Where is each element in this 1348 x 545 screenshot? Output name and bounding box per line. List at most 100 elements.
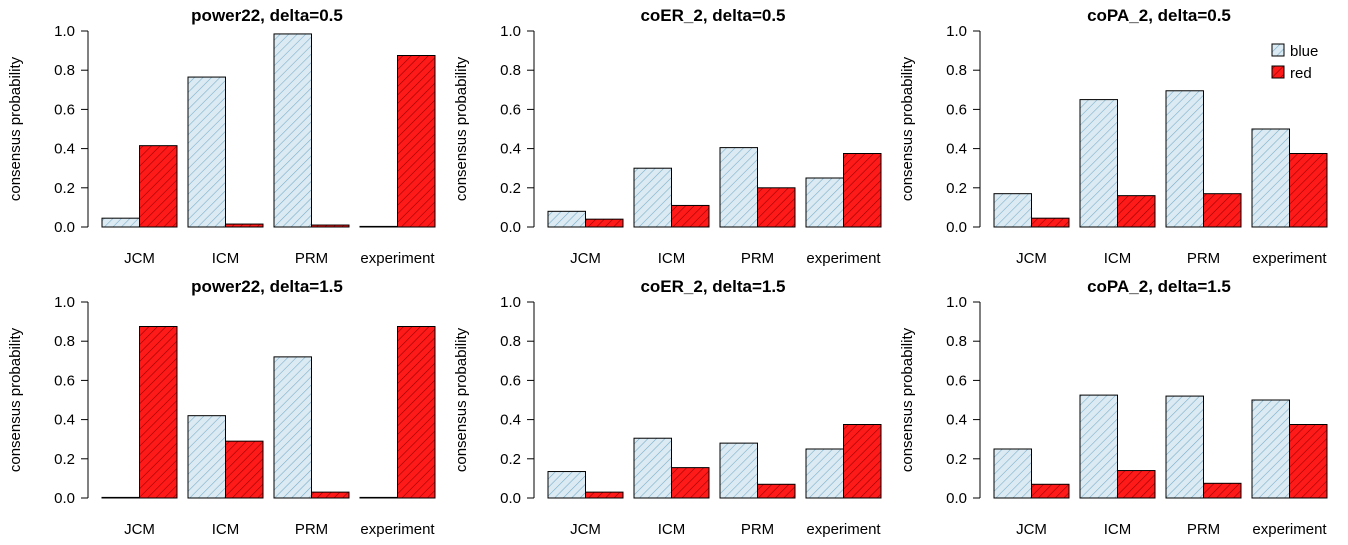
y-tick-label: 0.0	[54, 219, 75, 236]
x-category-label: PRM	[295, 521, 328, 538]
x-category-label: ICM	[212, 521, 240, 538]
x-category-label: experiment	[360, 521, 435, 538]
y-tick-label: 1.0	[54, 294, 75, 311]
panel-title: coER_2, delta=1.5	[640, 277, 785, 296]
chart-panel-3: coPA_2, delta=0.5 0.0 0.2 0.4 0.6 0.8 1.0 conse…	[899, 6, 1328, 267]
y-tick-label: 0.6	[500, 372, 521, 389]
y-tick-label: 1.0	[946, 23, 967, 40]
x-category-label: ICM	[658, 521, 686, 538]
bar-blue-experiment	[1251, 399, 1290, 499]
x-category-label: JCM	[1016, 250, 1047, 267]
bar-blue-PRM	[719, 442, 758, 499]
x-category-label: experiment	[806, 250, 881, 267]
bar-red-ICM	[225, 440, 264, 499]
bar-blue-JCM	[101, 217, 140, 228]
y-tick-label: 0.4	[946, 141, 967, 158]
bar-red-PRM	[1203, 193, 1242, 228]
bar-blue-experiment	[805, 448, 844, 499]
y-tick-label: 0.6	[946, 101, 967, 118]
bar-red-ICM	[1117, 470, 1156, 499]
y-tick-label: 0.2	[500, 451, 521, 468]
bar-blue-ICM	[633, 437, 672, 499]
bar-blue-PRM	[1165, 90, 1204, 228]
x-category-label: experiment	[806, 521, 881, 538]
x-category-label: experiment	[1252, 250, 1327, 267]
x-category-label: JCM	[124, 521, 155, 538]
bar-red-PRM	[1203, 482, 1242, 499]
x-category-label: JCM	[570, 521, 601, 538]
chart-panel-1: power22, delta=0.5 0.0 0.2 0.4 0.6 0.8 1.0 cons…	[7, 6, 436, 267]
x-category-label: JCM	[570, 250, 601, 267]
y-tick-label: 0.4	[946, 412, 967, 429]
x-category-label: JCM	[1016, 521, 1047, 538]
bar-red-PRM	[757, 187, 796, 228]
y-tick-label: 0.6	[54, 372, 75, 389]
x-category-label: experiment	[360, 250, 435, 267]
bar-red-JCM	[1031, 217, 1070, 228]
chart-panel-4: power22, delta=1.5 0.0 0.2 0.4 0.6 0.8 1.0 cons…	[7, 277, 436, 538]
bar-blue-PRM	[273, 356, 312, 499]
bar-red-experiment	[397, 326, 436, 499]
y-tick-label: 0.2	[946, 180, 967, 197]
panel-title: coER_2, delta=0.5	[640, 6, 785, 25]
panel-title: coPA_2, delta=0.5	[1087, 6, 1231, 25]
bar-red-JCM	[1031, 483, 1070, 499]
bar-red-JCM	[139, 145, 178, 228]
bar-blue-PRM	[273, 33, 312, 228]
legend-swatch-blue	[1271, 43, 1285, 57]
panel-title: power22, delta=0.5	[191, 6, 343, 25]
bar-blue-ICM	[1079, 394, 1118, 499]
y-tick-label: 0.4	[500, 412, 521, 429]
bar-blue-ICM	[187, 76, 226, 228]
bar-red-JCM	[585, 218, 624, 228]
bar-blue-experiment	[805, 177, 844, 228]
y-tick-label: 0.8	[946, 333, 967, 350]
y-tick-label: 0.8	[54, 333, 75, 350]
panel-title: coPA_2, delta=1.5	[1087, 277, 1231, 296]
y-tick-label: 1.0	[946, 294, 967, 311]
y-tick-label: 0.8	[500, 333, 521, 350]
bar-red-experiment	[843, 153, 882, 228]
y-tick-label: 0.6	[946, 372, 967, 389]
y-axis-label: consensus probability	[453, 56, 470, 201]
y-tick-label: 0.2	[54, 451, 75, 468]
y-tick-label: 0.4	[54, 141, 75, 158]
bar-red-experiment	[397, 55, 436, 228]
y-tick-label: 0.8	[54, 62, 75, 79]
x-category-label: experiment	[1252, 521, 1327, 538]
bar-red-ICM	[671, 204, 710, 228]
bar-red-experiment	[1289, 153, 1328, 228]
bar-blue-JCM	[101, 496, 140, 499]
y-axis-label: consensus probability	[453, 327, 470, 472]
x-category-label: ICM	[1104, 521, 1132, 538]
bar-red-ICM	[1117, 195, 1156, 228]
bar-blue-JCM	[547, 471, 586, 499]
bar-blue-JCM	[547, 210, 586, 228]
bar-blue-PRM	[719, 147, 758, 228]
bar-red-PRM	[311, 491, 350, 499]
bar-blue-JCM	[993, 193, 1032, 228]
y-axis-label: consensus probability	[7, 327, 24, 472]
bar-blue-experiment	[1251, 128, 1290, 228]
y-axis-label: consensus probability	[899, 56, 916, 201]
legend-label-red: red	[1290, 65, 1312, 82]
chart-panel-5: coER_2, delta=1.5 0.0 0.2 0.4 0.6 0.8 1.0 conse…	[453, 277, 882, 538]
bar-blue-experiment	[359, 496, 398, 499]
x-category-label: ICM	[658, 250, 686, 267]
bar-red-experiment	[1289, 424, 1328, 499]
bar-red-experiment	[843, 424, 882, 499]
bar-red-PRM	[311, 224, 350, 228]
bar-blue-ICM	[187, 415, 226, 499]
y-tick-label: 0.4	[54, 412, 75, 429]
bar-red-ICM	[671, 467, 710, 499]
y-tick-label: 0.0	[946, 219, 967, 236]
bar-blue-PRM	[1165, 395, 1204, 499]
y-tick-label: 0.6	[54, 101, 75, 118]
y-tick-label: 0.2	[946, 451, 967, 468]
panel-title: power22, delta=1.5	[191, 277, 343, 296]
y-tick-label: 0.4	[500, 141, 521, 158]
y-tick-label: 0.0	[500, 490, 521, 507]
bar-blue-ICM	[1079, 99, 1118, 228]
y-tick-label: 0.0	[946, 490, 967, 507]
